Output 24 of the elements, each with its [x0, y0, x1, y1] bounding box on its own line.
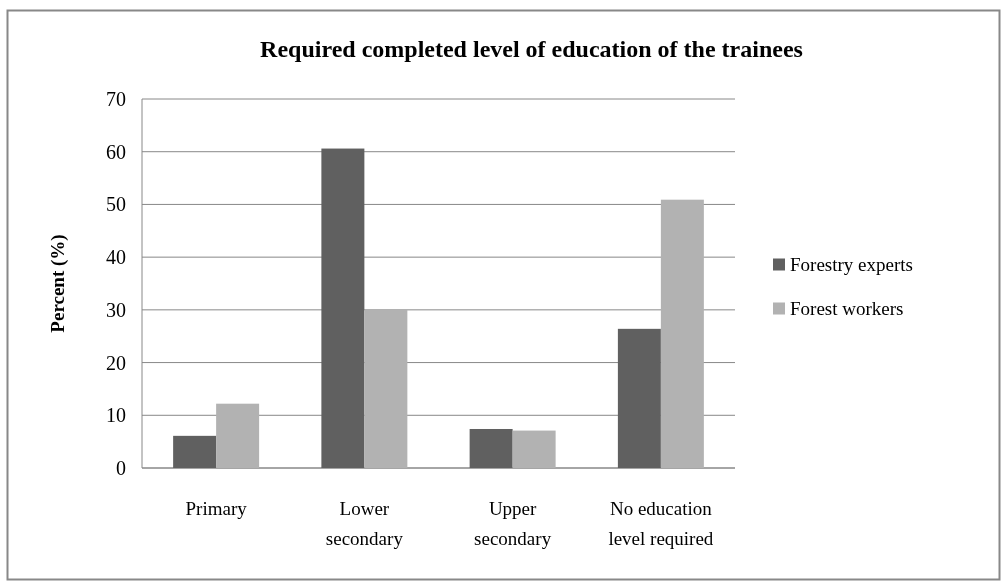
- chart-title: Required completed level of education of the trainees: [260, 36, 803, 62]
- x-tick-label: Upper secondary: [474, 498, 552, 549]
- bar: [216, 403, 260, 468]
- legend-label: Forest workers: [790, 298, 904, 320]
- y-tick-label: 60: [106, 140, 126, 163]
- x-tick-label: No education level required: [608, 498, 714, 549]
- y-tick-label: 70: [106, 88, 126, 110]
- bar: [512, 430, 556, 468]
- bar: [321, 148, 365, 468]
- y-tick-label: 50: [106, 193, 126, 216]
- y-tick-label: 20: [106, 351, 126, 374]
- y-axis-title: Percent (%): [47, 234, 69, 333]
- bar: [364, 309, 408, 468]
- y-tick-label: 10: [106, 404, 126, 427]
- bar: [617, 328, 661, 468]
- y-tick-label: 0: [116, 457, 126, 479]
- legend-label: Forestry experts: [790, 254, 913, 276]
- y-tick-label: 30: [106, 298, 126, 321]
- x-tick-label: Primary: [185, 498, 248, 519]
- bar: [660, 199, 704, 468]
- bar: [469, 428, 513, 468]
- x-tick-label: Lower secondary: [325, 498, 404, 549]
- y-tick-label: 40: [106, 246, 126, 269]
- bar: [173, 435, 217, 468]
